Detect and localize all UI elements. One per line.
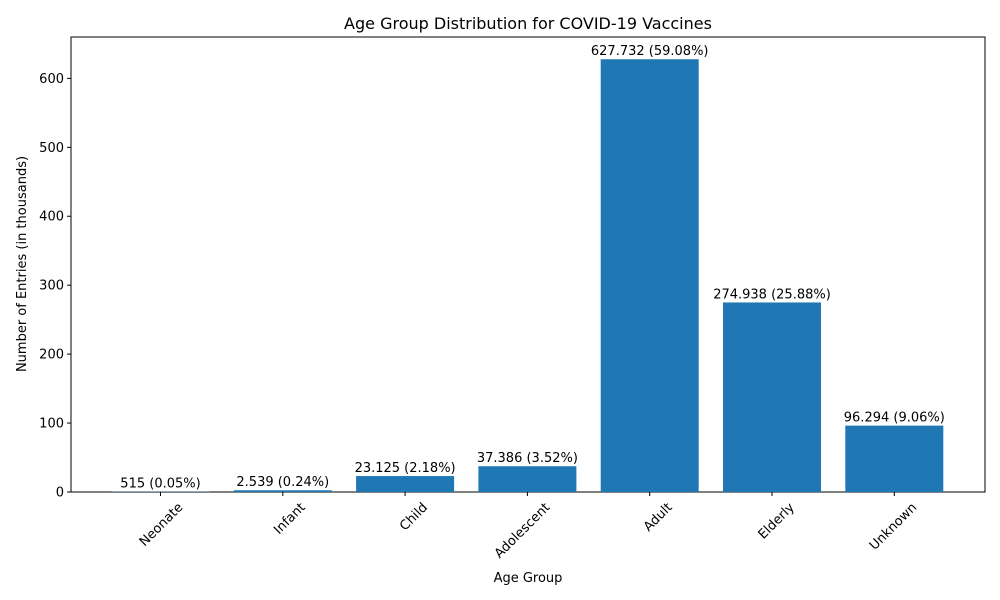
bar-elderly (723, 302, 821, 492)
bar-adult (600, 59, 699, 493)
data-label-adolescent: 37.386 (3.52%) (477, 451, 578, 466)
plot-area: 515 (0.05%) 2.539 (0.24%) 23.125 (2.18%) 37… (70, 36, 986, 493)
y-tick-label: 200 (39, 348, 64, 363)
x-axis-label: Age Group (494, 571, 563, 586)
data-label-child: 23.125 (2.18%) (355, 461, 456, 476)
y-tick-label: 600 (39, 72, 64, 87)
x-tick-label-adult: Adult (641, 500, 676, 535)
x-tick-label-infant: Infant (271, 500, 308, 537)
chart-title: Age Group Distribution for COVID-19 Vacc… (344, 14, 712, 33)
x-tick-label-elderly: Elderly (756, 500, 798, 542)
y-tick-label: 400 (39, 210, 64, 225)
y-tick-label: 500 (39, 141, 64, 156)
x-tick-label-child: Child (397, 500, 431, 534)
bar-infant (233, 490, 332, 492)
x-tick-label-adolescent: Adolescent (492, 500, 553, 561)
data-label-unknown: 96.294 (9.06%) (844, 411, 945, 426)
bar-child (356, 476, 455, 492)
bar-adolescent (478, 466, 577, 492)
bars (111, 59, 944, 493)
data-label-neonate: 515 (0.05%) (120, 477, 200, 492)
y-axis-label: Number of Entries (in thousands) (15, 156, 30, 372)
x-tick-label-unknown: Unknown (867, 500, 920, 553)
y-tick-label: 0 (56, 486, 64, 501)
data-label-infant: 2.539 (0.24%) (236, 475, 329, 490)
y-axis: 0 100 200 300 400 500 600 (39, 72, 71, 501)
x-axis: Neonate Infant Child Adolescent Adult Elderly… (137, 492, 920, 562)
data-label-adult: 627.732 (59.08%) (591, 44, 709, 59)
x-tick-label-neonate: Neonate (137, 500, 186, 549)
y-tick-label: 100 (39, 417, 64, 432)
data-label-elderly: 274.938 (25.88%) (713, 287, 831, 302)
bar-unknown (845, 425, 944, 492)
y-tick-label: 300 (39, 279, 64, 294)
data-labels: 515 (0.05%) 2.539 (0.24%) 23.125 (2.18%) 37… (120, 44, 945, 491)
